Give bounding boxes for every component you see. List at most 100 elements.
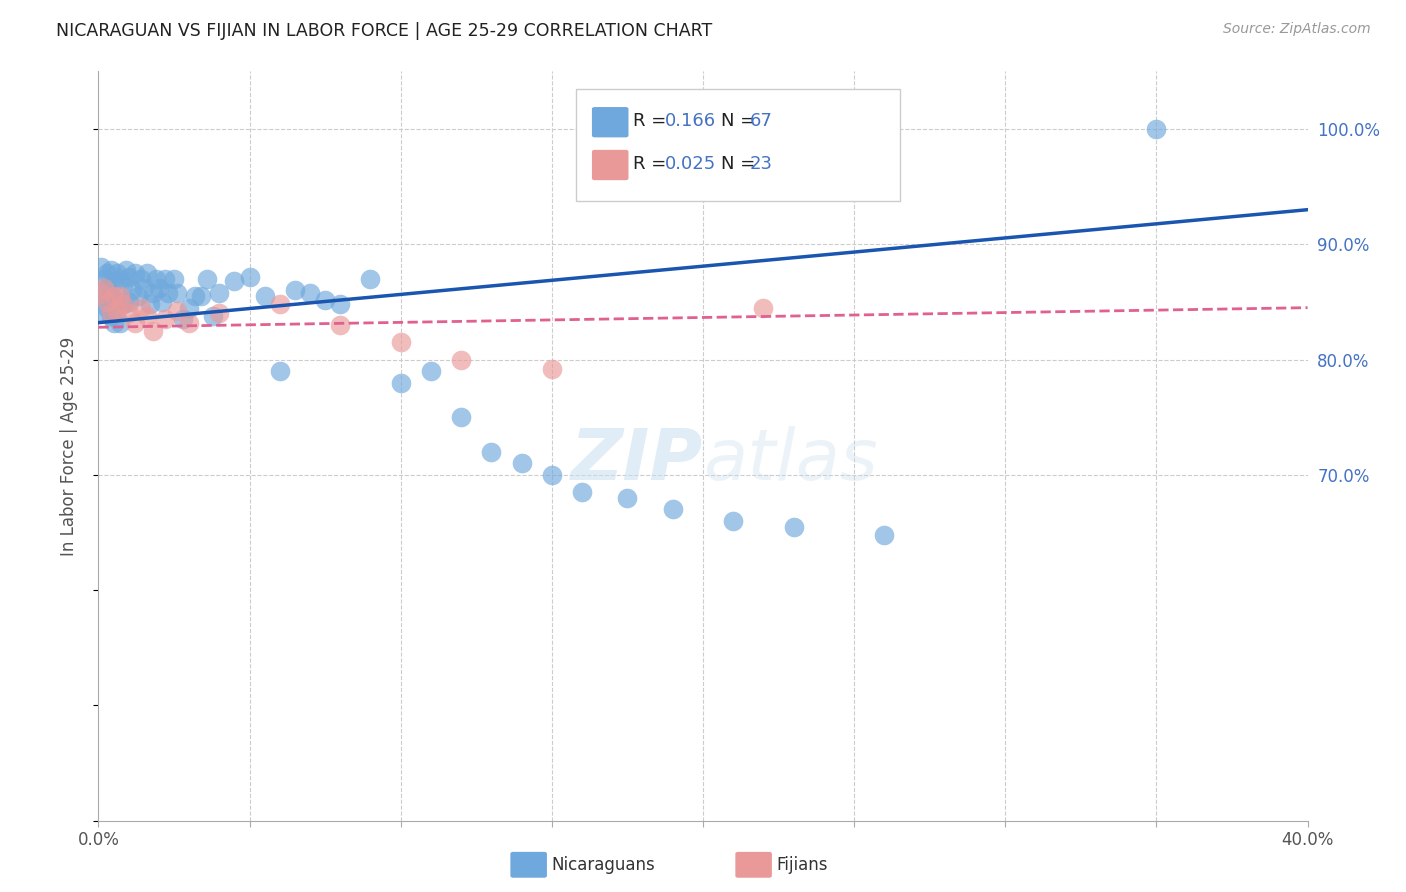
Point (163, 272, 186, 286)
Text: Nicaraguans: Nicaraguans (551, 856, 655, 874)
Point (540, 361, 562, 376)
Point (239, 269, 262, 284)
Point (108, 272, 131, 286)
Text: atlas: atlas (703, 426, 877, 495)
Point (166, 304, 188, 318)
Point (873, 528, 896, 542)
Point (166, 285, 188, 300)
Point (96, 294, 118, 309)
Point (184, 289, 207, 303)
Point (148, 281, 170, 295)
Point (118, 306, 141, 320)
Point (783, 519, 806, 533)
Point (118, 294, 141, 309)
Text: R =: R = (633, 155, 672, 173)
Point (135, 266, 157, 280)
Point (150, 294, 173, 309)
Point (96, 281, 118, 295)
Point (139, 297, 162, 311)
Point (93, 272, 115, 286)
Point (540, 467, 562, 482)
Point (103, 293, 125, 307)
Point (142, 324, 165, 338)
Point (93, 306, 115, 320)
Point (96, 301, 118, 315)
Point (124, 266, 146, 280)
Point (616, 491, 638, 505)
Point (132, 281, 155, 295)
Point (179, 301, 201, 315)
Point (360, 272, 382, 286)
Point (202, 309, 225, 323)
Point (100, 309, 122, 323)
Text: 67: 67 (749, 112, 772, 130)
Point (329, 297, 352, 311)
Point (129, 272, 152, 286)
Point (208, 285, 231, 300)
Point (450, 352, 472, 367)
Point (103, 289, 125, 303)
Point (105, 304, 128, 318)
Point (127, 289, 149, 303)
Point (90, 285, 112, 300)
Point (111, 277, 134, 292)
Point (329, 318, 352, 332)
Text: 23: 23 (749, 155, 772, 173)
Text: N =: N = (721, 155, 761, 173)
Text: Fijians: Fijians (776, 856, 828, 874)
Point (314, 293, 336, 307)
Point (103, 316, 125, 330)
Text: R =: R = (633, 112, 672, 130)
Point (190, 289, 212, 303)
Text: 0.166: 0.166 (665, 112, 716, 130)
Point (389, 376, 412, 390)
Point (156, 285, 179, 300)
Point (299, 285, 322, 300)
Point (90, 285, 112, 300)
Text: N =: N = (721, 112, 761, 130)
Point (100, 289, 122, 303)
Point (284, 284, 307, 298)
Text: Source: ZipAtlas.com: Source: ZipAtlas.com (1223, 22, 1371, 37)
Point (269, 297, 291, 311)
Point (153, 272, 176, 286)
Y-axis label: In Labor Force | Age 25-29: In Labor Force | Age 25-29 (59, 336, 77, 556)
Point (135, 309, 157, 323)
Point (103, 274, 125, 288)
Text: 0.025: 0.025 (665, 155, 716, 173)
Point (179, 316, 201, 330)
Point (111, 297, 134, 311)
Text: NICARAGUAN VS FIJIAN IN LABOR FORCE | AGE 25-29 CORRELATION CHART: NICARAGUAN VS FIJIAN IN LABOR FORCE | AG… (56, 22, 713, 40)
Point (145, 272, 167, 286)
Point (108, 289, 131, 303)
Point (661, 502, 683, 516)
Point (224, 274, 246, 288)
Point (105, 294, 128, 309)
Point (253, 289, 276, 303)
Point (118, 269, 141, 284)
Point (195, 272, 218, 286)
Point (450, 410, 472, 425)
Point (100, 262, 122, 277)
Point (269, 364, 291, 378)
Point (129, 301, 152, 315)
Point (1144, 122, 1167, 136)
Point (93, 281, 115, 295)
Point (481, 444, 503, 458)
Point (90, 260, 112, 275)
Point (96, 266, 118, 280)
Point (208, 306, 231, 320)
Point (752, 301, 775, 315)
Point (100, 306, 122, 320)
Point (105, 266, 128, 280)
Point (108, 316, 131, 330)
Point (124, 316, 146, 330)
Point (142, 285, 165, 300)
Point (723, 514, 745, 528)
Point (111, 297, 134, 311)
Point (172, 312, 194, 326)
Point (153, 312, 176, 326)
Point (93, 289, 115, 303)
Point (510, 456, 533, 470)
Point (389, 335, 412, 350)
